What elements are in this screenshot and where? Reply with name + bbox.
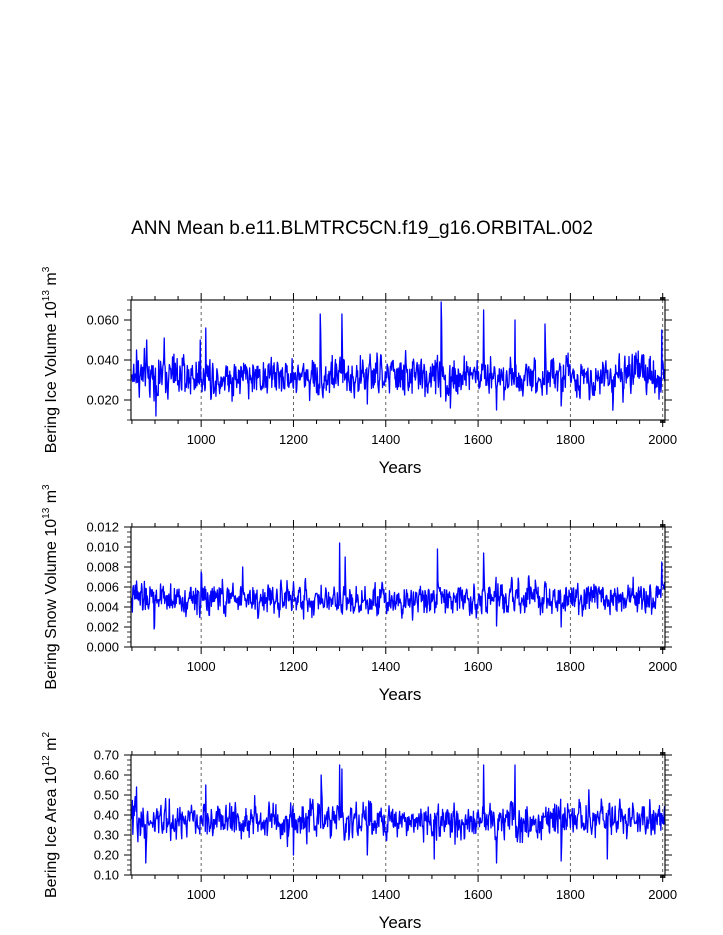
x-axis-label: Years	[379, 685, 422, 704]
x-tick-label: 1000	[187, 432, 216, 447]
chart-title: ANN Mean b.e11.BLMTRC5CN.f19_g16.ORBITAL…	[131, 218, 593, 239]
y-axis-label: Bering Ice Area 1012 m2	[41, 732, 60, 899]
y-axis-label-text: m	[43, 738, 60, 756]
x-tick-label: 2000	[648, 659, 677, 674]
x-tick-label: 1200	[279, 659, 308, 674]
y-axis-label: Bering Ice Volume 1013 m3	[41, 266, 60, 453]
y-tick-label: 0.002	[86, 620, 119, 635]
y-axis-label-superscript: 3	[41, 266, 52, 272]
x-tick-label: 1600	[464, 887, 493, 902]
y-axis-label-superscript: 12	[41, 755, 52, 767]
panel-ice-volume: 1000 1200 1400 1600 1800 2000 Years 0.020 0.040 0…	[41, 266, 677, 477]
y-tick-label: 0.70	[94, 748, 119, 763]
y-axis-label-text: m	[43, 272, 60, 290]
y-tick-label: 0.60	[94, 768, 119, 783]
y-axis-label-superscript: 13	[41, 290, 52, 302]
y-axis-label-superscript: 3	[41, 484, 52, 490]
x-tick-label: 1000	[187, 887, 216, 902]
y-tick-label: 0.000	[86, 640, 119, 655]
x-tick-label: 1200	[279, 887, 308, 902]
series-line	[131, 764, 666, 864]
series-line	[131, 301, 666, 417]
y-tick-label: 0.50	[94, 788, 119, 803]
panel-ice-area: 1000 1200 1400 1600 1800 2000 Years 0.10 0.20 0.3…	[41, 732, 677, 932]
y-tick-label: 0.40	[94, 808, 119, 823]
y-axis-label-text: Bering Snow Volume 10	[43, 519, 60, 690]
x-axis-label: Years	[379, 913, 422, 932]
x-tick-label: 1400	[371, 659, 400, 674]
x-tick-label: 2000	[648, 432, 677, 447]
x-tick-label: 1800	[556, 887, 585, 902]
x-tick-label: 1000	[187, 659, 216, 674]
y-axis-label-text: Bering Ice Volume 10	[43, 301, 60, 453]
x-tick-label: 1800	[556, 432, 585, 447]
y-tick-label: 0.004	[86, 600, 119, 615]
panel-snow-volume: 1000 1200 1400 1600 1800 2000 Years 0.000 0.002 0…	[41, 484, 677, 704]
x-tick-label: 1600	[464, 432, 493, 447]
plot-frame	[130, 299, 666, 421]
y-tick-label: 0.30	[94, 828, 119, 843]
x-tick-label: 1800	[556, 659, 585, 674]
series-line	[131, 542, 666, 630]
y-tick-label: 0.006	[86, 580, 119, 595]
y-tick-label: 0.012	[86, 520, 119, 535]
y-axis-label-superscript: 2	[41, 732, 52, 738]
y-axis-label-text: m	[43, 490, 60, 508]
x-axis-label: Years	[379, 458, 422, 477]
x-tick-label: 1400	[371, 432, 400, 447]
y-tick-label: 0.020	[86, 393, 119, 408]
y-tick-label: 0.040	[86, 353, 119, 368]
x-tick-label: 1400	[371, 887, 400, 902]
y-tick-label: 0.10	[94, 868, 119, 883]
plot-frame	[130, 526, 666, 648]
y-tick-label: 0.008	[86, 560, 119, 575]
y-tick-label: 0.060	[86, 313, 119, 328]
y-tick-label: 0.20	[94, 848, 119, 863]
y-axis-label-superscript: 13	[41, 507, 52, 519]
y-axis-label: Bering Snow Volume 1013 m3	[41, 484, 60, 690]
y-axis-label-text: Bering Ice Area 10	[43, 766, 60, 898]
x-tick-label: 1600	[464, 659, 493, 674]
x-tick-label: 1200	[279, 432, 308, 447]
y-tick-label: 0.010	[86, 540, 119, 555]
x-tick-label: 2000	[648, 887, 677, 902]
